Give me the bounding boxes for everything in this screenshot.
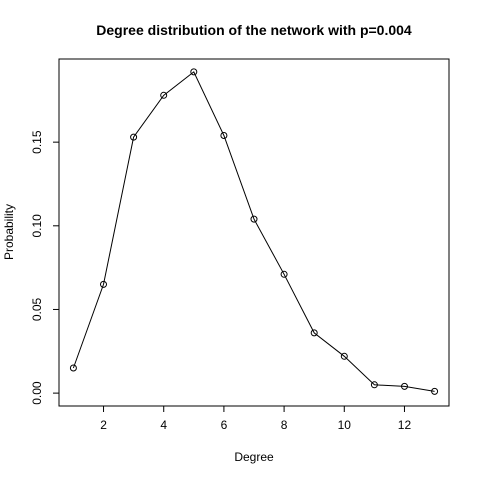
data-point-degree-6 [220, 132, 228, 139]
y-tick-label-3: 0.15 [30, 130, 44, 154]
data-point-degree-7 [250, 215, 258, 223]
data-point-degree-9 [310, 329, 318, 337]
x-axis-label: Degree [234, 450, 274, 464]
data-point-degree-8 [280, 270, 288, 278]
data-point-degree-5 [190, 68, 198, 76]
x-tick-label-6: 6 [221, 418, 228, 432]
data-point-degree-4 [160, 91, 168, 99]
x-tick-label-4: 4 [160, 418, 167, 432]
series-group [69, 68, 439, 395]
x-tick-label-12: 12 [398, 418, 412, 432]
y-tick-label-1: 0.05 [30, 297, 44, 321]
data-point-degree-11 [370, 381, 378, 389]
data-point-degree-2 [100, 280, 107, 288]
series-line-0 [72, 71, 435, 392]
x-axis: 2 4 6 8 10 12 [100, 406, 411, 432]
x-tick-label-8: 8 [281, 418, 288, 432]
data-point-degree-3 [130, 133, 138, 141]
chart-title: Degree distribution of the network with … [96, 22, 412, 38]
data-point-degree-12 [401, 382, 408, 390]
y-axis-label: Probability [2, 204, 16, 260]
y-tick-label-2: 0.10 [30, 214, 44, 238]
data-point-degree-10 [340, 352, 348, 360]
x-tick-label-10: 10 [338, 418, 352, 432]
y-axis: 0.00 0.05 0.10 0.15 [30, 130, 59, 405]
y-tick-label-0: 0.00 [30, 381, 44, 405]
x-tick-label-2: 2 [100, 418, 107, 432]
data-point-degree-13 [431, 387, 439, 395]
data-point-degree-1 [69, 364, 77, 372]
plot-frame [58, 58, 450, 407]
